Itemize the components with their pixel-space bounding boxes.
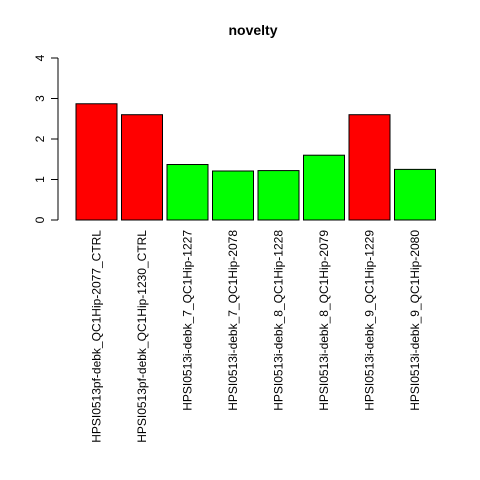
y-tick-label: 1 — [33, 176, 47, 183]
y-tick-label: 4 — [33, 54, 47, 61]
bar — [348, 114, 391, 221]
bars — [75, 103, 436, 221]
bar — [121, 114, 163, 221]
x-tick-label: HPSI0513pf-debk_QC1Hip-2077_CTRL — [90, 230, 104, 443]
x-tick-label: HPSI0513pf-debk_QC1Hip-1230_CTRL — [135, 230, 149, 443]
category-labels: HPSI0513pf-debk_QC1Hip-2077_CTRL HPSI0513… — [90, 230, 423, 443]
bar — [303, 154, 345, 221]
bar — [257, 170, 300, 221]
x-tick-label: HPSI0513i-debk_9_QC1Hip-1229 — [363, 230, 377, 411]
x-tick-label: HPSI0513i-debk_8_QC1Hip-1228 — [272, 230, 286, 411]
x-tick-label: HPSI0513i-debk_9_QC1Hip-2080 — [408, 230, 422, 411]
y-tick-label: 3 — [33, 95, 47, 102]
x-tick-label: HPSI0513i-debk_8_QC1Hip-2079 — [317, 230, 331, 411]
y-tick-label: 2 — [33, 135, 47, 142]
y-axis: 0 1 2 3 4 — [33, 54, 59, 223]
bar — [166, 164, 209, 221]
bar — [394, 168, 436, 221]
y-tick-label: 0 — [33, 216, 47, 223]
bar — [212, 170, 254, 221]
chart-title: novelty — [228, 22, 277, 38]
x-tick-label: HPSI0513i-debk_7_QC1Hip-2078 — [226, 230, 240, 411]
x-tick-label: HPSI0513i-debk_7_QC1Hip-1227 — [181, 230, 195, 411]
bar — [75, 103, 118, 221]
